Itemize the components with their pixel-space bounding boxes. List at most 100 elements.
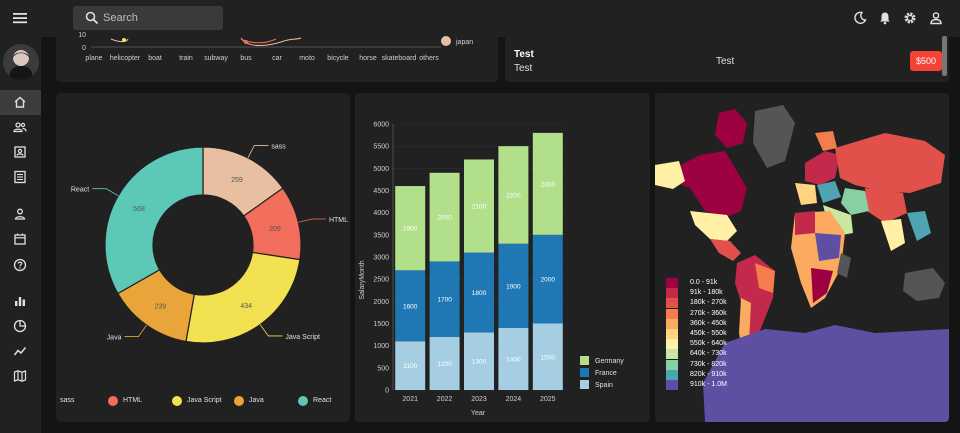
- map-legend-label: 360k - 450k: [690, 319, 727, 327]
- nav-dashboard[interactable]: [0, 90, 41, 115]
- y-tick-label: 2500: [373, 277, 389, 284]
- transaction-subtitle: Test: [514, 63, 533, 74]
- x-tick-label: 2022: [437, 396, 453, 403]
- x-tick-label: others: [419, 55, 439, 62]
- bar-segment[interactable]: [395, 341, 426, 390]
- bar-value-label: 1300: [472, 359, 487, 366]
- search-box: [73, 6, 223, 30]
- bar-segment[interactable]: [532, 234, 563, 324]
- slice-category-label: HTML: [329, 217, 348, 224]
- nav-team[interactable]: [0, 115, 41, 140]
- x-tick-label: plane: [85, 55, 102, 62]
- legend-label: Java: [249, 397, 264, 404]
- y-tick-label: 4000: [373, 210, 389, 217]
- bar-segment[interactable]: [532, 323, 563, 391]
- bar-legend-label[interactable]: Spain: [595, 382, 613, 389]
- y-tick-label: 5000: [373, 166, 389, 173]
- bar-value-label: 1100: [403, 363, 417, 370]
- nav-pie-chart[interactable]: [0, 314, 41, 339]
- y-tick-10: 10: [78, 32, 86, 39]
- bar-value-label: 1700: [437, 297, 452, 304]
- bar-value-label: 1500: [541, 354, 556, 361]
- bar-value-label: 1800: [472, 290, 487, 297]
- bar-segment[interactable]: [498, 243, 529, 328]
- help-icon: [13, 258, 27, 272]
- x-tick-label: 2024: [506, 396, 522, 403]
- bar-legend-label[interactable]: France: [595, 370, 617, 377]
- map-legend-label: 180k - 270k: [690, 299, 727, 307]
- bar-legend-label[interactable]: Germany: [595, 358, 624, 365]
- bar-segment[interactable]: [464, 332, 494, 390]
- bar-legend-swatch: [580, 380, 589, 389]
- x-tick-label: skateboard: [382, 55, 417, 62]
- account-icon[interactable]: [929, 11, 943, 25]
- map-legend-label: 730k - 820k: [690, 360, 727, 368]
- transaction-card: Test Test Test: [505, 30, 949, 82]
- avatar[interactable]: [3, 44, 39, 80]
- bar-segment[interactable]: [498, 146, 529, 244]
- bar-segment[interactable]: [498, 327, 529, 390]
- bar-value-label: 2200: [506, 192, 521, 199]
- bar-segment[interactable]: [395, 270, 426, 342]
- slice-category-label: Java: [107, 335, 122, 342]
- legend-dot: [172, 396, 182, 406]
- dark-mode-icon[interactable]: [853, 11, 867, 25]
- price-badge: $500: [910, 51, 942, 71]
- nav-contacts[interactable]: [0, 140, 41, 165]
- bar-legend-swatch: [580, 356, 589, 365]
- bar-value-label: 2000: [541, 277, 556, 284]
- legend-label: Java Script: [187, 397, 222, 404]
- slice-category-label: React: [71, 187, 89, 194]
- y-tick-label: 1500: [373, 321, 389, 328]
- nav-invoices[interactable]: [0, 165, 41, 190]
- y-tick-label: 4500: [373, 188, 389, 195]
- slice-value-label: 434: [240, 303, 252, 310]
- bar-value-label: 1900: [403, 226, 418, 233]
- map-legend-swatch: [666, 318, 678, 329]
- bar-segment[interactable]: [429, 336, 460, 390]
- legend-label: React: [313, 397, 332, 404]
- map-legend-swatch: [666, 359, 678, 370]
- bar-segment[interactable]: [464, 252, 494, 333]
- y-tick-label: 6000: [373, 122, 389, 129]
- x-tick-label: car: [272, 55, 282, 62]
- x-tick-label: 2021: [402, 396, 418, 403]
- map-legend-swatch: [666, 288, 678, 299]
- bar-segment[interactable]: [464, 159, 494, 253]
- y-tick-label: 3500: [373, 232, 389, 239]
- map-legend-label: 270k - 360k: [690, 309, 727, 317]
- stacked-bar-card: SalaryMonth Year 0 500 1000 1500 2000 2500 300…: [355, 93, 650, 422]
- x-tick-label: horse: [359, 55, 377, 62]
- map-legend-label: 910k - 1.0M: [690, 381, 727, 388]
- y-tick-label: 3000: [373, 255, 389, 262]
- nav-bar-chart[interactable]: [0, 289, 41, 314]
- y-tick-label: 0: [385, 388, 389, 395]
- bar-segment[interactable]: [429, 172, 460, 262]
- settings-icon[interactable]: [903, 11, 917, 25]
- legend-label: HTML: [123, 397, 143, 404]
- slice-category-label: sass: [271, 143, 286, 150]
- legend-japan: japan: [455, 39, 473, 46]
- slice-value-label: 239: [155, 303, 167, 310]
- nav-line-chart[interactable]: [0, 339, 41, 364]
- notifications-icon[interactable]: [878, 11, 892, 25]
- x-tick-label: boat: [148, 55, 162, 62]
- menu-icon[interactable]: [12, 10, 28, 26]
- bar-segment[interactable]: [532, 132, 563, 235]
- donut-slice[interactable]: [104, 146, 204, 295]
- x-tick-label: bicycle: [327, 55, 349, 62]
- nav-calendar[interactable]: [0, 227, 41, 252]
- y-tick-label: 500: [377, 365, 389, 372]
- map-legend-label: 550k - 640k: [690, 340, 727, 348]
- scrollbar[interactable]: [942, 36, 947, 76]
- nav-faq[interactable]: [0, 253, 41, 278]
- nav-geography[interactable]: [0, 364, 41, 389]
- bar-chart-icon: [15, 297, 25, 306]
- bar-segment[interactable]: [429, 261, 460, 337]
- bar-segment[interactable]: [395, 186, 426, 271]
- transaction-title: Test: [514, 49, 534, 60]
- map-legend-swatch: [666, 278, 678, 288]
- nav-profile[interactable]: [0, 202, 41, 227]
- search-input[interactable]: [103, 6, 217, 30]
- donut-slice[interactable]: [185, 251, 301, 344]
